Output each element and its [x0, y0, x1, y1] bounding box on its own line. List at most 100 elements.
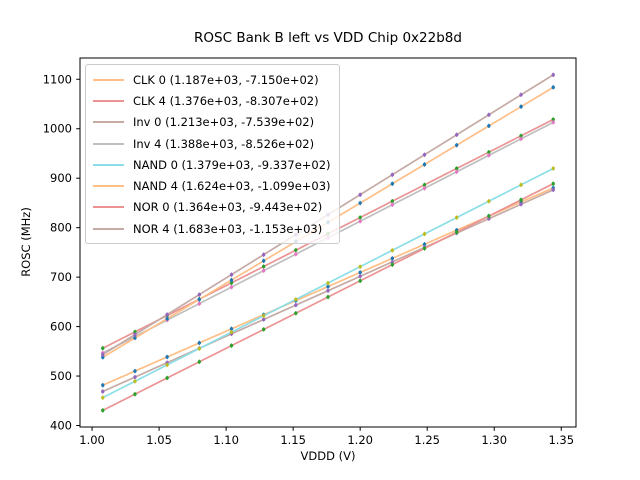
data-point-clk-4 — [358, 215, 362, 220]
data-point-inv-4 — [294, 252, 298, 256]
data-point-clk-4 — [422, 183, 427, 187]
data-point-clk-0 — [101, 383, 105, 387]
data-point-nand-4 — [133, 336, 137, 340]
legend-label: NAND 4 (1.624e+03, -1.099e+03) — [133, 179, 331, 194]
legend-item: NAND 0 (1.379e+03, -9.337e+02) — [93, 154, 331, 175]
data-point-nor-4 — [133, 332, 137, 337]
data-point-nand-0 — [165, 363, 169, 367]
data-point-nand-0 — [294, 297, 298, 302]
legend-item: Inv 0 (1.213e+03, -7.539e+02) — [93, 112, 331, 133]
y-axis-label: ROSC (MHz) — [19, 207, 33, 277]
x-axis-label: VDDD (V) — [300, 449, 356, 463]
data-point-inv-0 — [101, 389, 105, 394]
x-tick-label: 1.15 — [280, 433, 306, 447]
legend-line-swatch — [93, 99, 124, 102]
data-point-nor-4 — [487, 113, 491, 117]
data-point-nand-0 — [101, 395, 105, 400]
data-point-nor-4 — [519, 93, 523, 97]
data-point-inv-4 — [487, 153, 491, 157]
data-point-inv-4 — [197, 301, 202, 306]
data-point-nand-4 — [197, 297, 202, 302]
data-point-nand-0 — [551, 166, 555, 171]
x-tick-label: 1.20 — [347, 433, 373, 447]
data-point-clk-0 — [133, 369, 137, 373]
data-point-inv-4 — [358, 219, 362, 223]
data-point-nand-4 — [551, 85, 555, 90]
data-point-nand-0 — [454, 215, 459, 220]
data-point-nor-0 — [551, 181, 555, 186]
legend-item: NOR 0 (1.364e+03, -9.443e+02) — [93, 197, 331, 218]
data-point-clk-0 — [229, 327, 234, 331]
data-point-nand-4 — [358, 201, 362, 205]
legend-label: CLK 4 (1.376e+03, -8.307e+02) — [133, 93, 319, 108]
data-point-nor-4 — [358, 193, 362, 197]
data-point-nor-0 — [454, 230, 459, 234]
data-point-nor-4 — [390, 173, 395, 177]
data-point-inv-4 — [519, 137, 523, 141]
data-point-inv-0 — [390, 260, 395, 264]
data-point-nor-0 — [294, 311, 298, 315]
data-point-inv-0 — [519, 202, 523, 206]
x-tick-label: 1.00 — [79, 433, 105, 447]
legend-item: NOR 4 (1.683e+03, -1.153e+03) — [93, 218, 331, 239]
plot-frame — [79, 57, 577, 428]
x-tick-label: 1.35 — [548, 433, 574, 447]
y-tick-label: 1000 — [43, 122, 72, 136]
data-point-clk-4 — [454, 166, 459, 171]
data-point-nand-4 — [422, 162, 427, 167]
data-point-clk-0 — [358, 270, 362, 275]
data-point-clk-4 — [294, 248, 298, 252]
data-point-nand-0 — [326, 281, 330, 285]
data-point-nand-0 — [358, 264, 362, 269]
data-point-clk-4 — [390, 199, 395, 203]
data-point-nor-0 — [390, 262, 395, 267]
data-point-inv-0 — [133, 375, 137, 379]
data-point-nand-4 — [390, 182, 395, 186]
y-tick-label: 1100 — [43, 72, 72, 86]
data-point-nand-4 — [487, 124, 491, 128]
legend-label: NAND 0 (1.379e+03, -9.337e+02) — [133, 157, 331, 172]
data-point-inv-4 — [551, 120, 555, 125]
data-point-nor-0 — [165, 376, 169, 380]
y-tick-label: 900 — [50, 171, 72, 185]
data-point-clk-0 — [197, 341, 202, 345]
data-point-inv-0 — [294, 303, 298, 307]
data-point-inv-4 — [229, 285, 234, 289]
data-point-nor-0 — [422, 246, 427, 251]
data-point-inv-4 — [390, 203, 395, 207]
y-tick-label: 700 — [50, 270, 72, 284]
data-point-nand-0 — [197, 346, 202, 351]
legend-line-swatch — [93, 163, 124, 166]
data-point-inv-4 — [261, 268, 266, 273]
legend-item: Inv 4 (1.388e+03, -8.526e+02) — [93, 133, 331, 154]
data-point-clk-4 — [101, 346, 105, 350]
data-point-nor-0 — [519, 198, 523, 202]
data-point-nand-0 — [422, 232, 427, 236]
legend-label: Inv 4 (1.388e+03, -8.526e+02) — [133, 136, 315, 151]
data-point-nor-0 — [326, 295, 330, 299]
x-tick-label: 1.05 — [146, 433, 172, 447]
chart-title: ROSC Bank B left vs VDD Chip 0x22b8d — [194, 30, 462, 46]
data-point-clk-0 — [326, 284, 330, 289]
data-point-nor-0 — [133, 392, 137, 396]
data-point-clk-0 — [165, 355, 169, 359]
data-point-nor-4 — [454, 133, 459, 137]
data-point-nand-4 — [165, 316, 169, 321]
legend-label: CLK 0 (1.187e+03, -7.150e+02) — [133, 72, 319, 87]
data-point-inv-4 — [454, 170, 459, 174]
x-tick-label: 1.30 — [481, 433, 507, 447]
legend-label: Inv 0 (1.213e+03, -7.539e+02) — [133, 115, 315, 130]
data-point-inv-0 — [358, 274, 362, 278]
data-point-clk-4 — [487, 150, 491, 154]
data-point-nor-0 — [101, 408, 105, 413]
x-tick-label: 1.10 — [213, 433, 239, 447]
legend-label: NOR 0 (1.364e+03, -9.443e+02) — [133, 200, 323, 215]
data-point-nor-4 — [229, 272, 234, 277]
data-point-nand-4 — [454, 143, 459, 147]
data-point-clk-4 — [261, 264, 266, 269]
legend-item: CLK 0 (1.187e+03, -7.150e+02) — [93, 69, 331, 90]
data-point-nor-4 — [551, 73, 555, 77]
legend-label: NOR 4 (1.683e+03, -1.153e+03) — [133, 221, 323, 236]
y-tick-label: 800 — [50, 221, 72, 235]
